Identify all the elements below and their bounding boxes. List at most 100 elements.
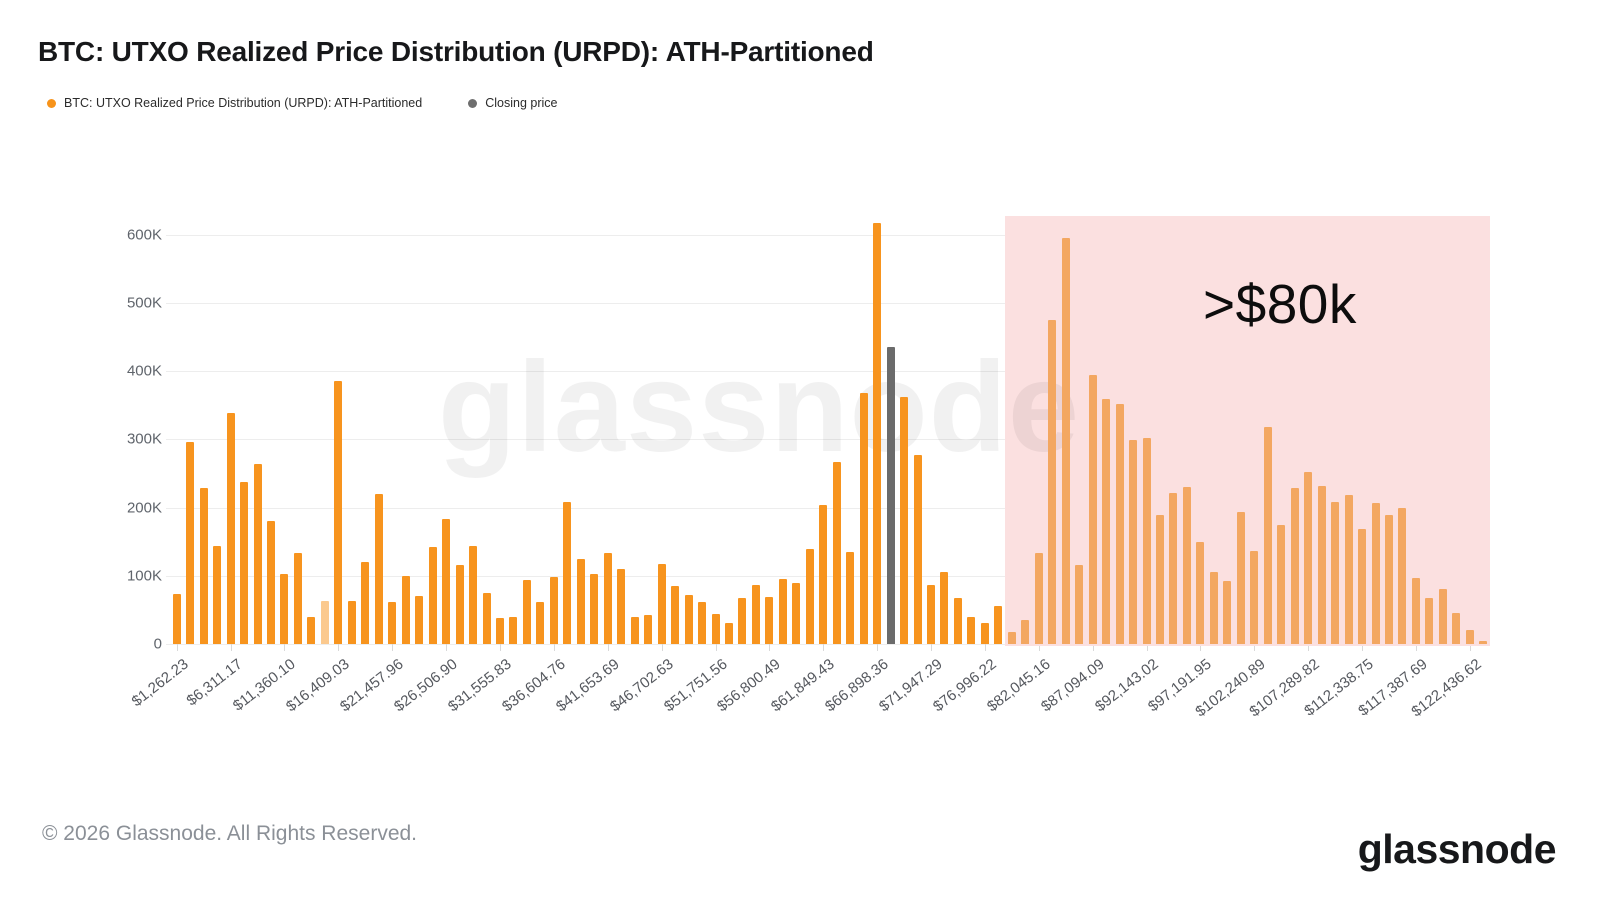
urpd-bar[interactable] (1182, 487, 1191, 644)
urpd-bar[interactable] (657, 564, 666, 644)
urpd-bar[interactable] (980, 622, 989, 644)
urpd-bar[interactable] (334, 380, 343, 644)
urpd-bar[interactable] (792, 583, 801, 644)
urpd-bar[interactable] (455, 564, 464, 644)
urpd-bar[interactable] (226, 412, 235, 644)
urpd-bar[interactable] (778, 578, 787, 644)
urpd-bar[interactable] (388, 601, 397, 644)
urpd-bar[interactable] (1304, 472, 1313, 644)
urpd-bar[interactable] (913, 455, 922, 644)
urpd-bar[interactable] (1438, 589, 1447, 644)
urpd-bar[interactable] (469, 546, 478, 644)
urpd-bar[interactable] (172, 594, 181, 644)
urpd-bar[interactable] (293, 553, 302, 644)
urpd-bar[interactable] (805, 549, 814, 644)
urpd-bar[interactable] (1465, 630, 1474, 644)
urpd-bar[interactable] (953, 597, 962, 644)
urpd-bar[interactable] (442, 518, 451, 644)
urpd-bar[interactable] (1263, 427, 1272, 644)
urpd-bar[interactable] (859, 393, 868, 644)
urpd-bar[interactable] (751, 585, 760, 644)
urpd-bar[interactable] (428, 547, 437, 644)
urpd-bar[interactable] (267, 520, 276, 644)
urpd-bar[interactable] (1452, 613, 1461, 644)
urpd-bar[interactable] (347, 601, 356, 644)
urpd-bar[interactable] (509, 617, 518, 644)
urpd-bar[interactable] (711, 613, 720, 644)
urpd-bar[interactable] (617, 568, 626, 644)
urpd-bar[interactable] (1061, 237, 1070, 644)
urpd-bar[interactable] (940, 571, 949, 644)
glassnode-logo[interactable]: glassnode (1357, 826, 1557, 872)
urpd-bar[interactable] (536, 602, 545, 644)
urpd-bar[interactable] (563, 502, 572, 644)
urpd-bar[interactable] (630, 616, 639, 644)
urpd-bar[interactable] (374, 493, 383, 644)
urpd-bar[interactable] (1250, 550, 1259, 644)
urpd-bar[interactable] (199, 487, 208, 644)
urpd-bar[interactable] (1129, 440, 1138, 644)
urpd-bar[interactable] (590, 573, 599, 644)
urpd-bar[interactable] (671, 586, 680, 644)
urpd-bar[interactable] (1088, 374, 1097, 644)
urpd-bar[interactable] (819, 504, 828, 644)
urpd-bar[interactable] (1384, 515, 1393, 644)
urpd-bar[interactable] (186, 442, 195, 644)
legend-item-urpd[interactable]: BTC: UTXO Realized Price Distribution (U… (47, 96, 422, 110)
urpd-bar[interactable] (1102, 399, 1111, 644)
urpd-bar[interactable] (1479, 640, 1488, 644)
urpd-bar[interactable] (1398, 508, 1407, 644)
urpd-bar[interactable] (684, 594, 693, 644)
urpd-bar[interactable] (927, 585, 936, 644)
urpd-bar[interactable] (873, 223, 882, 644)
urpd-bar[interactable] (1169, 492, 1178, 644)
urpd-bar[interactable] (846, 551, 855, 644)
urpd-bar[interactable] (320, 601, 329, 644)
urpd-bar[interactable] (900, 397, 909, 644)
urpd-bar[interactable] (724, 622, 733, 644)
urpd-bar[interactable] (1331, 502, 1340, 644)
urpd-bar[interactable] (280, 573, 289, 644)
urpd-bar[interactable] (1317, 485, 1326, 644)
urpd-bar[interactable] (1277, 525, 1286, 644)
urpd-bar[interactable] (415, 595, 424, 644)
legend-item-closing-price[interactable]: Closing price (468, 96, 557, 110)
urpd-bar[interactable] (1048, 320, 1057, 644)
urpd-bar[interactable] (253, 463, 262, 644)
urpd-bar[interactable] (1075, 564, 1084, 644)
urpd-bar[interactable] (1358, 528, 1367, 644)
urpd-bar[interactable] (1007, 632, 1016, 644)
urpd-bar[interactable] (213, 545, 222, 644)
urpd-bar[interactable] (1371, 502, 1380, 644)
urpd-bar[interactable] (1142, 438, 1151, 644)
urpd-bar[interactable] (1344, 495, 1353, 644)
urpd-bar[interactable] (644, 614, 653, 644)
urpd-bar[interactable] (549, 577, 558, 644)
urpd-bar[interactable] (1236, 512, 1245, 644)
urpd-bar[interactable] (1034, 553, 1043, 644)
urpd-bar[interactable] (1115, 403, 1124, 644)
urpd-bar[interactable] (1411, 577, 1420, 644)
urpd-bar[interactable] (698, 601, 707, 644)
urpd-bar[interactable] (522, 579, 531, 644)
urpd-bar[interactable] (482, 592, 491, 644)
urpd-bar[interactable] (603, 553, 612, 644)
urpd-bar[interactable] (1290, 487, 1299, 644)
urpd-bar[interactable] (401, 576, 410, 644)
urpd-bar[interactable] (1425, 597, 1434, 644)
urpd-bar[interactable] (967, 617, 976, 644)
urpd-bar[interactable] (994, 605, 1003, 644)
urpd-bar[interactable] (738, 598, 747, 644)
urpd-bar[interactable] (1209, 572, 1218, 644)
urpd-bar[interactable] (1196, 542, 1205, 644)
urpd-bar[interactable] (832, 461, 841, 644)
urpd-bar[interactable] (765, 596, 774, 644)
urpd-bar[interactable] (307, 616, 316, 644)
urpd-bar[interactable] (1021, 620, 1030, 644)
urpd-bar[interactable] (361, 562, 370, 644)
urpd-bar[interactable] (496, 618, 504, 644)
urpd-bar[interactable] (240, 481, 249, 644)
urpd-bar[interactable] (1156, 515, 1164, 644)
urpd-bar[interactable] (1223, 580, 1232, 644)
closing-price-bar[interactable] (886, 346, 895, 644)
